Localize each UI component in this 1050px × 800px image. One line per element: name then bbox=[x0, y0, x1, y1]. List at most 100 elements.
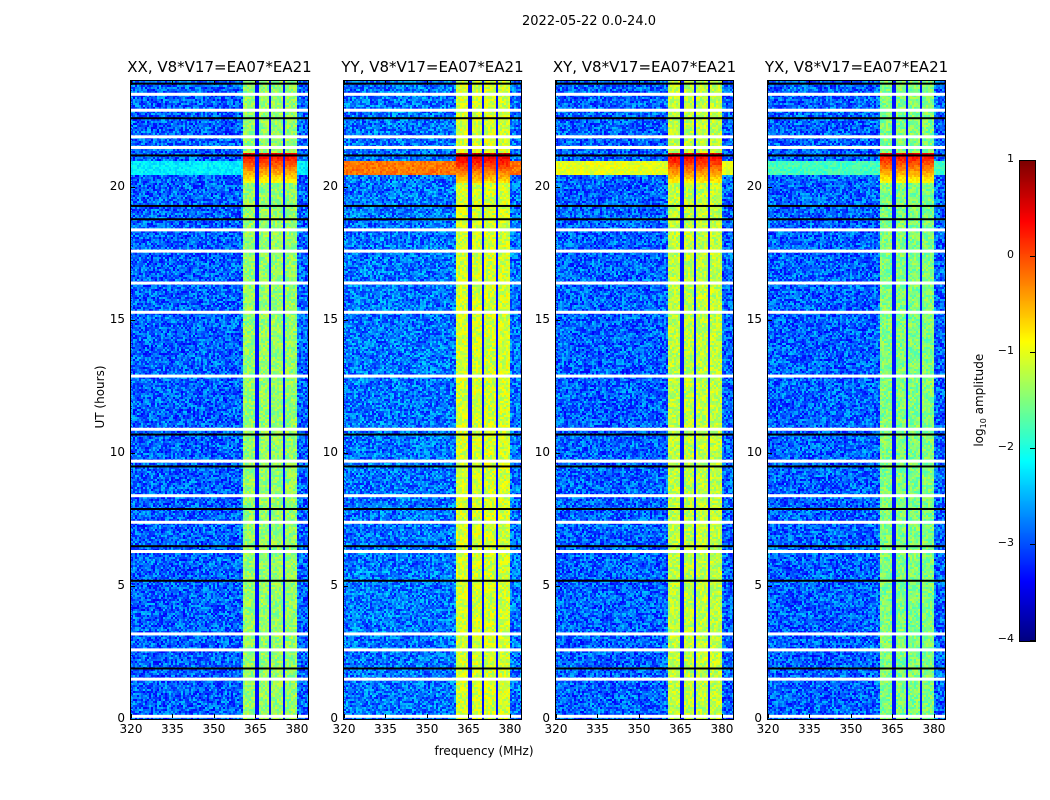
spectrogram-panel: YY, V8*V17=EA07*EA21 320 335 350 365 380 0 5 10 1… bbox=[323, 58, 524, 736]
x-tick-label: 380 bbox=[498, 722, 522, 736]
x-tick bbox=[933, 714, 935, 718]
x-tick bbox=[426, 714, 428, 718]
y-tick-label: 10 bbox=[534, 445, 550, 460]
panel-title: XX, V8*V17=EA07*EA21 bbox=[127, 58, 312, 76]
y-tick-label: 10 bbox=[109, 445, 125, 460]
y-tick bbox=[344, 586, 348, 588]
panel-title: XY, V8*V17=EA07*EA21 bbox=[552, 58, 737, 76]
panel-title: YY, V8*V17=EA07*EA21 bbox=[341, 58, 524, 76]
x-tick bbox=[509, 714, 511, 718]
x-tick-top bbox=[933, 81, 935, 85]
y-tick bbox=[556, 187, 560, 189]
x-tick-top bbox=[172, 81, 174, 85]
x-tick-label: 365 bbox=[881, 722, 904, 736]
y-tick-label: 0 bbox=[542, 711, 550, 725]
x-tick-top bbox=[344, 81, 345, 85]
x-tick-top bbox=[296, 81, 298, 85]
x-tick bbox=[638, 714, 640, 718]
colorbar-tick-label: −4 bbox=[997, 632, 1014, 645]
colorbar-tick bbox=[1030, 256, 1035, 257]
y-tick-label: 10 bbox=[746, 445, 762, 460]
y-tick bbox=[131, 320, 135, 322]
x-tick-top bbox=[768, 81, 769, 85]
x-tick-label: 365 bbox=[669, 722, 692, 736]
x-tick-top bbox=[680, 81, 682, 85]
x-tick-top bbox=[385, 81, 387, 85]
y-tick bbox=[768, 453, 772, 455]
x-tick bbox=[850, 714, 852, 718]
y-tick bbox=[344, 187, 348, 189]
x-tick-label: 335 bbox=[586, 722, 609, 736]
x-tick bbox=[344, 714, 345, 718]
y-tick bbox=[131, 719, 135, 720]
x-tick-top bbox=[255, 81, 257, 85]
x-tick-top bbox=[638, 81, 640, 85]
y-tick-label: 10 bbox=[322, 445, 338, 460]
colorbar-tick bbox=[1030, 352, 1035, 353]
x-tick-top bbox=[131, 81, 132, 85]
x-tick bbox=[468, 714, 470, 718]
y-tick-label: 5 bbox=[330, 578, 338, 593]
x-tick bbox=[131, 714, 132, 718]
x-tick-top bbox=[850, 81, 852, 85]
x-tick-label: 320 bbox=[119, 722, 143, 736]
y-tick-label: 15 bbox=[534, 312, 550, 327]
spectrogram-image bbox=[768, 81, 945, 719]
x-tick-top bbox=[213, 81, 215, 85]
x-tick bbox=[255, 714, 257, 718]
x-tick-top bbox=[892, 81, 894, 85]
y-tick bbox=[344, 453, 348, 455]
spectrogram-panel: XY, V8*V17=EA07*EA21 320 335 350 365 380 0 5 10 1… bbox=[535, 58, 736, 736]
x-tick bbox=[296, 714, 298, 718]
x-tick-top bbox=[721, 81, 723, 85]
y-axis-label: UT (hours) bbox=[93, 365, 107, 429]
x-tick-label: 320 bbox=[756, 722, 780, 736]
y-tick-label: 5 bbox=[542, 578, 550, 593]
colorbar-tick-label: −2 bbox=[997, 440, 1014, 453]
panel-title: YX, V8*V17=EA07*EA21 bbox=[764, 58, 949, 76]
x-tick-label: 350 bbox=[839, 722, 863, 736]
x-tick-label: 365 bbox=[244, 722, 267, 736]
x-tick-label: 350 bbox=[202, 722, 226, 736]
y-tick-label: 0 bbox=[754, 711, 762, 725]
x-tick bbox=[385, 714, 387, 718]
y-tick bbox=[556, 320, 560, 322]
y-tick-label: 15 bbox=[109, 312, 125, 327]
y-tick bbox=[768, 586, 772, 588]
colorbar-tick bbox=[1030, 640, 1035, 641]
y-tick-label: 15 bbox=[746, 312, 762, 327]
y-tick bbox=[556, 586, 560, 588]
colorbar-tick bbox=[1030, 544, 1035, 545]
y-tick bbox=[556, 453, 560, 455]
y-tick bbox=[768, 320, 772, 322]
y-tick bbox=[131, 187, 135, 189]
spectrogram-panel: XX, V8*V17=EA07*EA21 320 335 350 365 380 0 5 10 1… bbox=[110, 58, 312, 736]
x-tick-label: 380 bbox=[285, 722, 309, 736]
x-tick bbox=[213, 714, 215, 718]
x-tick-label: 335 bbox=[374, 722, 397, 736]
y-tick bbox=[344, 320, 348, 322]
x-tick bbox=[721, 714, 723, 718]
y-tick-label: 15 bbox=[322, 312, 338, 327]
colorbar bbox=[1019, 160, 1036, 642]
x-tick-label: 380 bbox=[710, 722, 734, 736]
x-tick-label: 350 bbox=[627, 722, 651, 736]
x-tick-top bbox=[597, 81, 599, 85]
x-tick-label: 380 bbox=[922, 722, 946, 736]
x-tick-label: 320 bbox=[544, 722, 568, 736]
y-tick-label: 0 bbox=[117, 711, 125, 725]
x-tick-top bbox=[468, 81, 470, 85]
x-tick bbox=[809, 714, 811, 718]
y-tick-label: 20 bbox=[746, 179, 762, 194]
x-tick-label: 350 bbox=[415, 722, 439, 736]
colorbar-label: log10 amplitude bbox=[971, 353, 989, 447]
x-tick bbox=[597, 714, 599, 718]
x-tick-label: 365 bbox=[457, 722, 480, 736]
y-tick bbox=[131, 586, 135, 588]
x-tick-top bbox=[509, 81, 511, 85]
x-tick-label: 320 bbox=[332, 722, 356, 736]
x-tick bbox=[768, 714, 769, 718]
x-tick bbox=[892, 714, 894, 718]
colorbar-tick bbox=[1030, 448, 1035, 449]
y-tick-label: 20 bbox=[109, 179, 125, 194]
